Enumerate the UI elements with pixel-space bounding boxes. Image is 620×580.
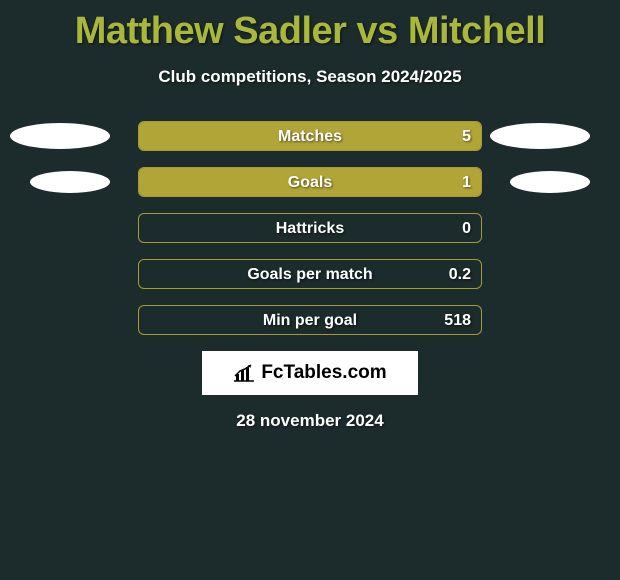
- stat-row: Goals1: [0, 167, 620, 197]
- comparison-subtitle: Club competitions, Season 2024/2025: [0, 67, 620, 87]
- bar-chart-icon: [233, 364, 255, 382]
- stat-label: Hattricks: [139, 214, 481, 244]
- stat-bar: Hattricks0: [138, 213, 482, 243]
- stat-bar: Goals1: [138, 167, 482, 197]
- comparison-title: Matthew Sadler vs Mitchell: [0, 0, 620, 53]
- stat-value: 1: [462, 168, 471, 198]
- left-ellipse: [10, 123, 110, 149]
- stat-bar: Goals per match0.2: [138, 259, 482, 289]
- right-ellipse: [490, 123, 590, 149]
- stat-row: Min per goal518: [0, 305, 620, 335]
- stat-bar: Min per goal518: [138, 305, 482, 335]
- stat-row: Hattricks0: [0, 213, 620, 243]
- snapshot-date: 28 november 2024: [0, 411, 620, 431]
- logo-text-rest: Tables.com: [284, 362, 387, 384]
- stat-value: 0.2: [449, 260, 471, 290]
- stats-chart: Matches5Goals1Hattricks0Goals per match0…: [0, 121, 620, 335]
- stat-row: Matches5: [0, 121, 620, 151]
- stat-value: 0: [462, 214, 471, 244]
- left-ellipse: [30, 171, 110, 193]
- stat-label: Goals per match: [139, 260, 481, 290]
- right-ellipse: [510, 171, 590, 193]
- stat-value: 518: [444, 306, 471, 336]
- logo-text-fc: Fc: [261, 362, 283, 384]
- fctables-logo: FcTables.com: [202, 351, 418, 395]
- stat-row: Goals per match0.2: [0, 259, 620, 289]
- stat-label: Matches: [139, 122, 481, 152]
- stat-label: Min per goal: [139, 306, 481, 336]
- stat-label: Goals: [139, 168, 481, 198]
- stat-value: 5: [462, 122, 471, 152]
- stat-bar: Matches5: [138, 121, 482, 151]
